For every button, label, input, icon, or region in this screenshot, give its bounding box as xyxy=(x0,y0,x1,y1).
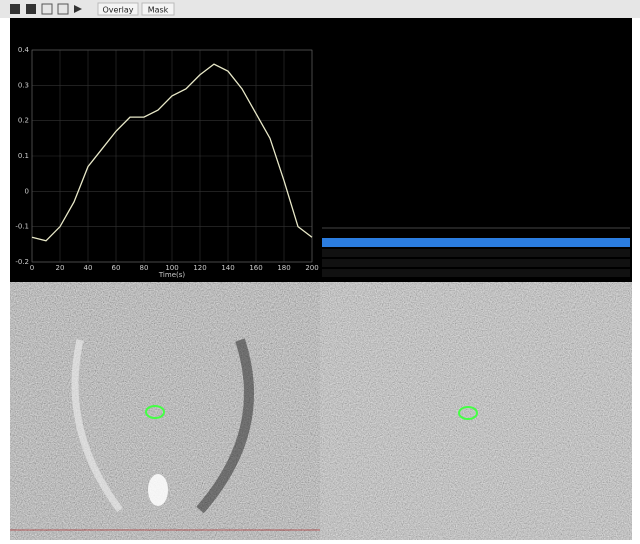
image-view-right xyxy=(320,282,632,540)
x-axis-label: Time(s) xyxy=(158,271,186,279)
image-view-left xyxy=(10,282,320,540)
y-tick-label: 0.4 xyxy=(18,46,30,54)
y-tick-label: -0.2 xyxy=(15,258,29,266)
y-tick-label: 0 xyxy=(25,187,29,195)
toolbar-bg xyxy=(0,0,640,18)
toolbar-button-label[interactable]: Mask xyxy=(148,6,169,15)
x-tick-label: 20 xyxy=(56,264,65,272)
y-tick-label: 0.3 xyxy=(18,81,29,89)
tool-icon[interactable] xyxy=(26,4,36,14)
roi-contour[interactable] xyxy=(458,406,478,420)
roi-contour[interactable] xyxy=(145,405,165,419)
toolbar-button[interactable] xyxy=(141,2,175,16)
x-tick-label: 160 xyxy=(249,264,262,272)
chart-panel xyxy=(10,18,320,282)
x-tick-label: 140 xyxy=(221,264,234,272)
toolbar: Overlay Mask xyxy=(0,0,640,18)
toolbar-button-label[interactable]: Overlay xyxy=(102,6,133,15)
x-tick-label: 120 xyxy=(193,264,206,272)
tool-icon[interactable] xyxy=(10,4,20,14)
chart: -0.2 -0.1 0 0.1 0.2 0.3 0.4 0 20 40 60 80 100 120 140 1… xyxy=(15,46,318,279)
selected-row[interactable] xyxy=(322,238,630,247)
y-tick-label: -0.1 xyxy=(15,223,29,231)
roi-table xyxy=(322,227,630,277)
play-button[interactable] xyxy=(74,5,82,13)
tool-icon[interactable] xyxy=(41,3,53,15)
tool-icon[interactable] xyxy=(57,3,69,15)
y-tick-label: 0.2 xyxy=(18,117,29,125)
x-tick-label: 0 xyxy=(30,264,34,272)
toolbar-button[interactable] xyxy=(97,2,139,16)
table-row[interactable] xyxy=(322,259,630,267)
x-tick-label: 60 xyxy=(112,264,121,272)
bright-region xyxy=(148,474,168,506)
plot-frame xyxy=(31,49,313,263)
data-line xyxy=(31,63,313,242)
table-row[interactable] xyxy=(322,249,630,257)
anatomy xyxy=(196,338,254,514)
x-tick-label: 80 xyxy=(140,264,149,272)
table-row[interactable] xyxy=(322,269,630,277)
x-tick-label: 180 xyxy=(277,264,290,272)
x-tick-label: 40 xyxy=(84,264,93,272)
anatomy xyxy=(71,339,123,513)
x-tick-label: 200 xyxy=(305,264,318,272)
y-tick-label: 0.1 xyxy=(18,152,29,160)
x-tick-label: 100 xyxy=(165,264,178,272)
